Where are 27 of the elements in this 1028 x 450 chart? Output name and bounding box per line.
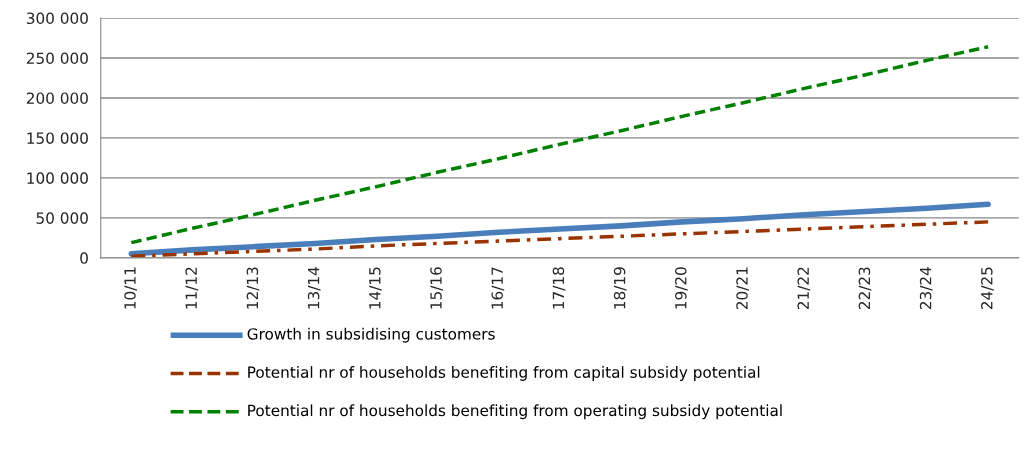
x-tick-label: 22/23 (858, 267, 872, 310)
x-tick-label: 14/15 (369, 267, 382, 309)
y-tick-label: 250 000 (26, 52, 88, 64)
y-tick-label: 150 000 (27, 132, 88, 144)
x-tick-label: 20/21 (736, 267, 749, 310)
y-tick-label: 100 000 (27, 172, 88, 184)
x-tick-label: 17/18 (552, 267, 566, 309)
x-tick-label: 24/25 (981, 267, 994, 310)
legend-label: Potential nr of households benefiting from capital subsidy potential (248, 366, 760, 381)
y-tick-label: 0 (80, 252, 88, 264)
x-tick-label: 15/16 (430, 267, 443, 309)
x-tick-label: 13/14 (307, 267, 321, 309)
x-tick-label: 11/12 (185, 267, 199, 309)
legend-label: Growth in subsidising customers (247, 327, 495, 343)
x-tick-label: 16/17 (491, 267, 505, 309)
y-tick-label: 50 000 (36, 212, 88, 224)
x-tick-label: 18/19 (613, 267, 627, 309)
x-tick-label: 12/13 (246, 267, 260, 309)
x-tick-label: 10/11 (124, 267, 137, 309)
x-tick-label: 21/22 (797, 267, 811, 310)
y-tick-label: 200 000 (26, 92, 88, 104)
line-series (129, 220, 990, 258)
x-tick-label: 23/24 (919, 267, 933, 310)
y-tick-label: 300 000 (26, 12, 88, 25)
x-tick-label: 19/20 (675, 267, 688, 309)
legend-label: Potential nr of households benefiting from operating subsidy potential (248, 404, 782, 420)
line-series (129, 45, 990, 245)
